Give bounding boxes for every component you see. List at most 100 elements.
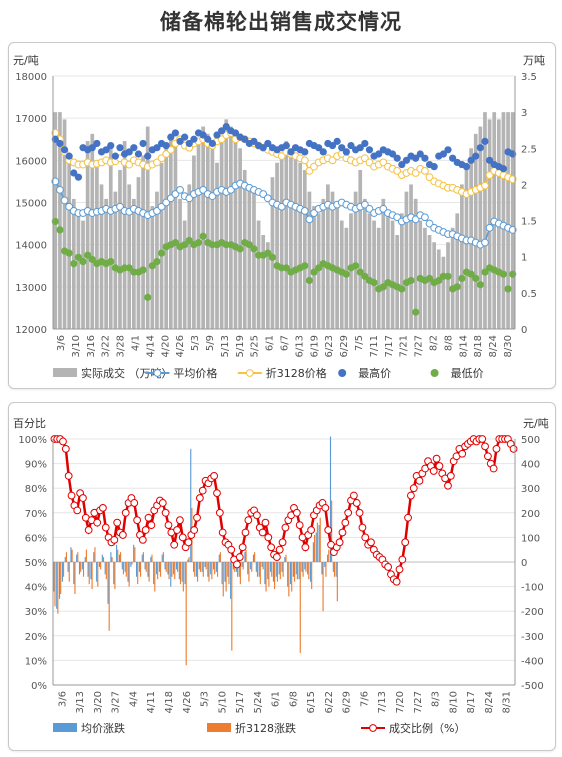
x-tick-label: 5/24 xyxy=(253,691,264,713)
bar-2 xyxy=(157,562,159,580)
x-tick-label: 8/18 xyxy=(473,335,484,357)
scatter-point xyxy=(222,123,230,131)
bar-2 xyxy=(333,562,336,577)
bar-2 xyxy=(131,562,133,565)
legend-label: 折3128涨跌 xyxy=(235,721,296,735)
bar-1 xyxy=(241,562,243,567)
bar-1 xyxy=(150,557,152,562)
bar-2 xyxy=(225,562,227,592)
bar-1 xyxy=(478,126,483,329)
bar-1 xyxy=(147,562,149,577)
bar-1 xyxy=(473,133,478,329)
bar-1 xyxy=(252,554,255,562)
x-tick-label: 8/24 xyxy=(484,691,495,713)
scatter-point xyxy=(125,264,133,272)
bar-2 xyxy=(108,562,110,631)
scatter-point xyxy=(352,262,360,270)
bar-1 xyxy=(56,562,58,609)
bar-1 xyxy=(113,191,118,329)
legend-label: 最高价 xyxy=(358,366,391,380)
line-point xyxy=(170,540,179,549)
bar-1 xyxy=(270,562,272,572)
scatter-point xyxy=(241,135,249,143)
y-tick-label-right: 0.5 xyxy=(521,289,537,300)
bar-1 xyxy=(301,562,303,572)
line-point xyxy=(398,555,407,564)
line-point xyxy=(190,526,199,534)
bar-1 xyxy=(108,148,113,329)
bar-2 xyxy=(205,562,207,570)
bar-1 xyxy=(358,169,363,329)
bar-2 xyxy=(268,562,270,587)
bar-2 xyxy=(54,562,56,607)
line-point xyxy=(138,535,147,544)
bar-1 xyxy=(367,213,372,329)
bar-2 xyxy=(211,562,213,580)
bar-1 xyxy=(58,112,62,330)
bar-1 xyxy=(141,554,143,562)
y-tick-label-left: 10% xyxy=(25,656,47,667)
x-tick-label: 3/13 xyxy=(75,691,86,713)
scatter-point xyxy=(421,154,429,162)
line-point xyxy=(278,538,287,547)
scatter-point xyxy=(393,154,401,162)
y-tick-label-right: 3.5 xyxy=(521,72,537,83)
y-tick-label-right: -100 xyxy=(521,583,544,594)
bar-1 xyxy=(247,184,252,329)
bar-2 xyxy=(296,562,298,580)
bar-2 xyxy=(231,562,233,651)
scatter-point xyxy=(356,268,364,276)
scatter-point xyxy=(319,148,327,156)
legend-label: 最低价 xyxy=(451,367,484,380)
bar-1 xyxy=(224,119,229,329)
bar-1 xyxy=(510,112,515,330)
x-tick-label: 7/20 xyxy=(395,691,406,713)
bar-1 xyxy=(122,141,127,329)
line-point xyxy=(110,535,119,544)
x-tick-label: 6/13 xyxy=(294,335,305,357)
scatter-point xyxy=(51,217,59,226)
scatter-point xyxy=(481,268,489,276)
line-point xyxy=(233,560,241,569)
scatter-point xyxy=(347,141,355,150)
scatter-point xyxy=(102,146,110,154)
y-tick-label-left: 13000 xyxy=(15,283,47,294)
bar-2 xyxy=(216,562,219,577)
bar-1 xyxy=(372,220,376,329)
x-tick-label: 3/6 xyxy=(56,335,67,351)
line-point xyxy=(435,462,444,470)
bar-1 xyxy=(270,177,275,329)
y-axis-label-left: 元/吨 xyxy=(13,54,39,67)
line-point xyxy=(401,538,410,547)
x-tick-label: 3/16 xyxy=(86,335,97,357)
scatter-point xyxy=(435,276,443,285)
scatter-point xyxy=(65,152,73,160)
bar-2 xyxy=(151,554,153,562)
bar-2 xyxy=(256,562,259,577)
scatter-point xyxy=(79,257,87,266)
line-point xyxy=(264,533,273,542)
scatter-point xyxy=(509,270,517,278)
x-tick-label: 8/3 xyxy=(431,691,442,707)
bar-2 xyxy=(245,549,247,562)
bar-1 xyxy=(212,562,215,570)
line-point xyxy=(384,563,392,571)
bar-1 xyxy=(483,112,487,330)
bar-1 xyxy=(264,562,266,585)
line-point xyxy=(141,526,150,534)
scatter-point xyxy=(264,139,272,148)
bar-2 xyxy=(88,562,90,585)
chart-title: 储备棉轮出销售成交情况 xyxy=(160,10,402,34)
bar-1 xyxy=(136,177,141,329)
line-point xyxy=(409,484,418,493)
bar-1 xyxy=(135,562,138,577)
x-tick-label: 8/17 xyxy=(466,691,477,713)
line-point xyxy=(307,526,315,534)
bar-1 xyxy=(81,562,83,570)
bar-1 xyxy=(118,169,122,329)
line-point xyxy=(121,508,130,517)
bar-1 xyxy=(144,562,146,570)
bar-1 xyxy=(96,562,98,582)
bar-1 xyxy=(275,562,277,577)
bar-2 xyxy=(60,562,62,594)
